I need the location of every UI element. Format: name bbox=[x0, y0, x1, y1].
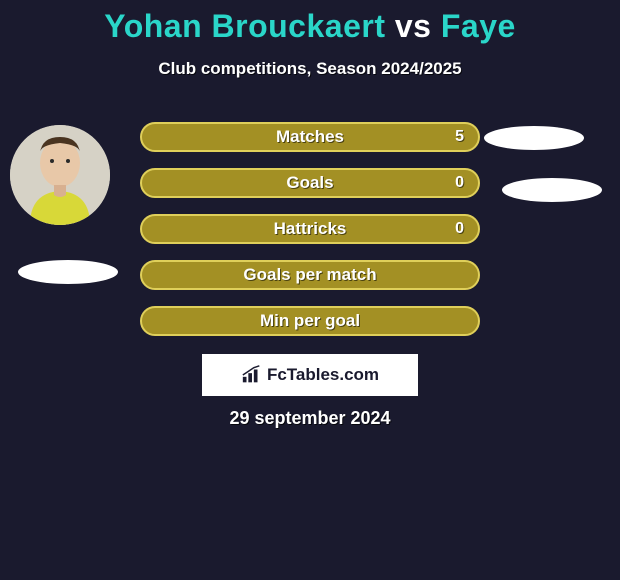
player1-shadow-ellipse bbox=[18, 260, 118, 284]
player2-name: Faye bbox=[441, 8, 516, 44]
player1-avatar bbox=[10, 125, 110, 225]
stat-bar-label: Goals bbox=[286, 173, 333, 193]
date-text: 29 september 2024 bbox=[0, 408, 620, 429]
stat-bar-value: 0 bbox=[455, 174, 464, 192]
player1-name: Yohan Brouckaert bbox=[104, 8, 385, 44]
stat-bar-value: 0 bbox=[455, 220, 464, 238]
stat-bar: Goals 0 bbox=[140, 168, 480, 198]
brand-text: FcTables.com bbox=[267, 365, 379, 385]
stat-bar-label: Hattricks bbox=[274, 219, 347, 239]
player2-ellipse-1 bbox=[484, 126, 584, 150]
comparison-card: Yohan Brouckaert vs Faye Club competitio… bbox=[0, 0, 620, 580]
stat-bar: Goals per match bbox=[140, 260, 480, 290]
stat-bar-label: Matches bbox=[276, 127, 344, 147]
stat-bar-value: 5 bbox=[455, 128, 464, 146]
stat-bar: Matches 5 bbox=[140, 122, 480, 152]
stat-bar-label: Goals per match bbox=[243, 265, 376, 285]
vs-text: vs bbox=[385, 8, 440, 44]
stat-bar: Min per goal bbox=[140, 306, 480, 336]
player2-ellipse-2 bbox=[502, 178, 602, 202]
avatar-svg bbox=[10, 125, 110, 225]
page-title: Yohan Brouckaert vs Faye bbox=[0, 0, 620, 45]
stat-bar-label: Min per goal bbox=[260, 311, 360, 331]
brand-box: FcTables.com bbox=[202, 354, 418, 396]
subtitle: Club competitions, Season 2024/2025 bbox=[0, 59, 620, 79]
brand-chart-icon bbox=[241, 365, 263, 385]
stat-bar: Hattricks 0 bbox=[140, 214, 480, 244]
stat-bars: Matches 5 Goals 0 Hattricks 0 Goals per match M… bbox=[140, 122, 480, 352]
